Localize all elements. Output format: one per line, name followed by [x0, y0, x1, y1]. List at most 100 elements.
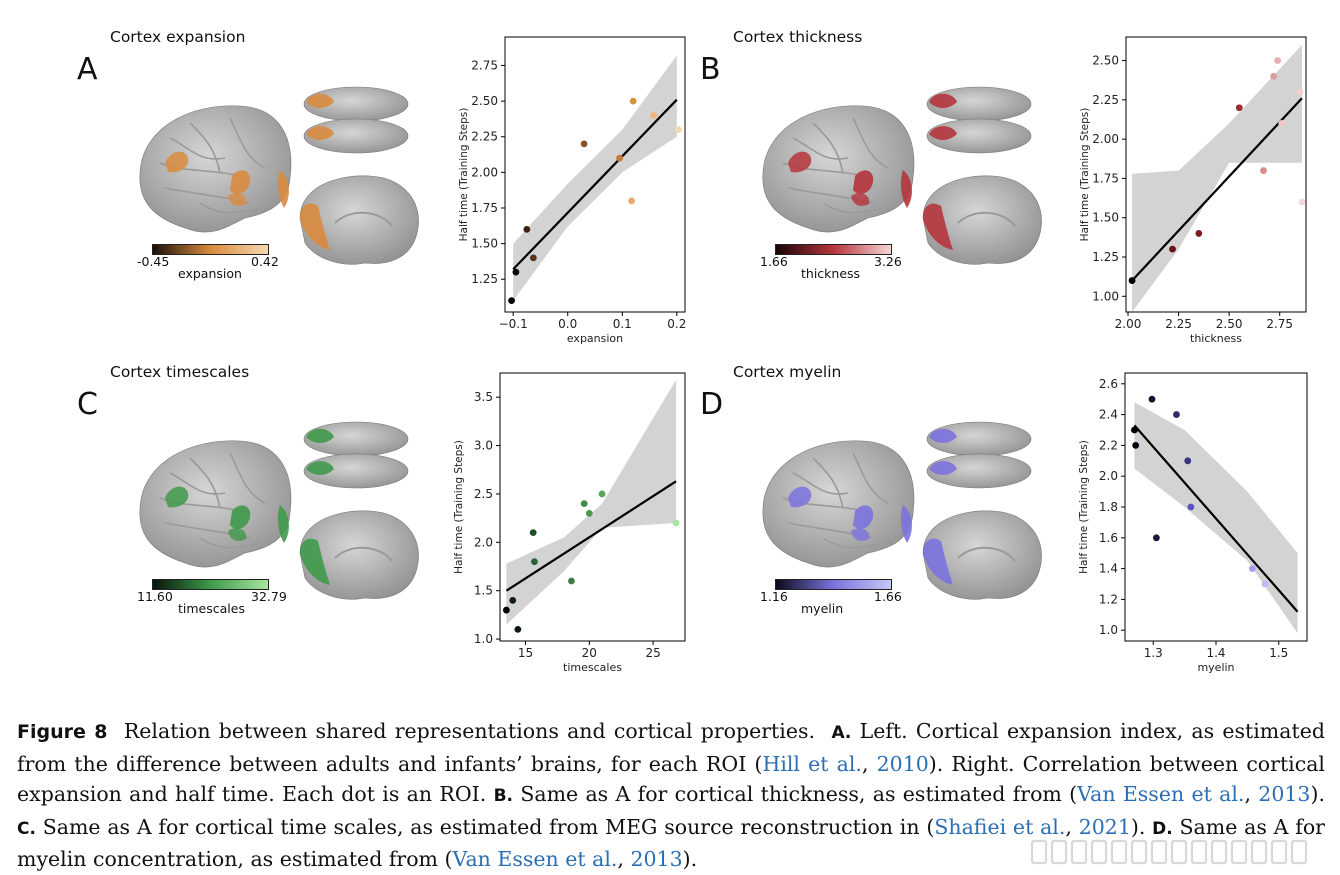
y-tick-label: 1.50: [471, 237, 498, 251]
panel-letter: A: [77, 52, 98, 87]
y-tick-label: 2.50: [1092, 54, 1119, 68]
data-point: [650, 111, 658, 119]
panel-title: Cortex timescales: [110, 363, 250, 381]
plot-frame: [499, 372, 686, 642]
y-tick-label: 2.2: [1099, 438, 1118, 452]
scatter-chart: 15 20 25 1.0 1.5 2.0 2.5 3.0 3.5 timescales Half t…: [453, 372, 686, 674]
y-tick-label: 2.50: [471, 94, 498, 108]
confidence-band: [513, 55, 677, 301]
caption-text: ).: [1130, 814, 1146, 839]
data-point: [1148, 395, 1156, 403]
caption-text: ).: [1310, 782, 1325, 806]
data-point: [1274, 57, 1282, 64]
citation-year-link[interactable]: 2010: [876, 751, 929, 776]
data-point: [1169, 245, 1176, 253]
data-point: [1132, 441, 1140, 449]
panel-letter: B: [700, 52, 721, 87]
plot-frame: [1125, 36, 1307, 313]
data-point: [585, 509, 593, 517]
data-point: [531, 558, 538, 566]
colorbar-min-label: 1.66: [760, 254, 788, 269]
y-tick-label: 2.00: [471, 165, 498, 179]
y-tick-label: 1.00: [1092, 289, 1119, 303]
data-point: [509, 596, 517, 604]
x-tick-label: 2.25: [1165, 317, 1192, 331]
data-point: [568, 577, 575, 585]
data-point: [523, 225, 531, 233]
regression-line: [505, 480, 677, 592]
citation-link[interactable]: Van Essen et al.: [452, 847, 618, 871]
brain-surface-illustration: [762, 421, 1042, 600]
y-tick-label: 1.50: [1092, 211, 1119, 225]
x-tick-label: 2.75: [1266, 317, 1293, 331]
colorbar: [152, 244, 269, 255]
y-axis-label: Half time (Training Steps): [1078, 440, 1090, 574]
data-point: [1270, 72, 1278, 80]
brain-surface-illustration: [139, 421, 419, 600]
x-tick-label: 2.50: [1216, 317, 1243, 331]
regression-line: [1133, 424, 1299, 613]
y-tick-label: 1.25: [1092, 250, 1119, 264]
colorbar-max-label: 32.79: [251, 589, 287, 604]
caption-label-a: A.: [831, 723, 852, 743]
panel-letter: D: [700, 387, 724, 422]
y-tick-label: 1.0: [1099, 623, 1118, 637]
x-tick-label: 1.5: [1269, 646, 1288, 660]
colorbar-title: myelin: [801, 601, 844, 616]
watermark-logo: [1030, 839, 1308, 865]
y-tick-label: 3.0: [474, 439, 493, 453]
data-point: [675, 126, 682, 134]
colorbar-max-label: 1.66: [874, 589, 902, 604]
scatter-chart: 2.00 2.25 2.50 2.75 1.00 1.25 1.50 1.75 2.00 2.25…: [1079, 36, 1307, 345]
data-point: [1261, 580, 1269, 588]
data-point: [502, 606, 510, 614]
y-tick-label: 1.2: [1099, 592, 1118, 606]
colorbar-title: thickness: [801, 266, 861, 281]
caption-text: Same as A for myelin concentration, as e…: [17, 814, 1325, 872]
citation-year-link[interactable]: 2013: [1258, 782, 1311, 806]
caption-text: ).: [682, 847, 698, 871]
colorbar-title: expansion: [178, 266, 242, 281]
y-tick-label: 2.4: [1099, 408, 1118, 422]
citation-link[interactable]: Shafiei et al.: [934, 814, 1066, 839]
colorbar-max-label: 0.42: [251, 254, 279, 269]
caption-text: ,: [617, 847, 631, 871]
data-point: [1260, 167, 1267, 174]
data-point: [512, 268, 520, 276]
x-tick-label: 1.4: [1206, 646, 1225, 660]
panel-title: Cortex myelin: [733, 363, 842, 381]
x-tick-label: 0.2: [667, 317, 686, 331]
y-tick-label: 3.5: [474, 390, 493, 404]
citation-year-link[interactable]: 2021: [1078, 814, 1131, 839]
colorbar-min-label: -0.45: [137, 254, 170, 269]
caption-text: Relation between shared representations …: [123, 719, 816, 743]
confidence-band: [1132, 44, 1302, 312]
caption-text: ). Right. Correlation between cortical e…: [17, 751, 1325, 807]
regression-line: [512, 98, 678, 271]
data-point: [1131, 426, 1138, 434]
citation-link[interactable]: Hill et al.: [762, 751, 862, 776]
data-point: [1296, 88, 1304, 96]
citation-year-link[interactable]: 2013: [630, 847, 683, 871]
colorbar-min-label: 11.60: [137, 589, 173, 604]
x-tick-label: 0.0: [558, 317, 577, 331]
data-point: [1173, 411, 1180, 418]
data-point: [1249, 565, 1256, 573]
data-point: [529, 254, 537, 262]
citation-link[interactable]: Van Essen et al.: [1077, 782, 1245, 806]
caption-text: ,: [1244, 782, 1259, 806]
caption-text: ,: [861, 751, 877, 776]
figure-caption: Figure 8 Relation between shared represe…: [17, 716, 1325, 875]
figure-label: Figure 8: [17, 721, 108, 743]
data-point: [1278, 120, 1286, 127]
y-tick-label: 2.00: [1092, 132, 1119, 146]
x-tick-label: 0.1: [613, 317, 632, 331]
x-axis-label: expansion: [567, 332, 623, 345]
data-point: [529, 529, 537, 537]
y-tick-label: 2.25: [471, 130, 498, 144]
panel-title: Cortex expansion: [110, 28, 246, 46]
x-axis-label: thickness: [1190, 332, 1242, 345]
x-tick-label: 1.3: [1144, 646, 1163, 660]
brain-surface-illustration: [762, 86, 1042, 265]
y-tick-label: 2.5: [474, 487, 493, 501]
